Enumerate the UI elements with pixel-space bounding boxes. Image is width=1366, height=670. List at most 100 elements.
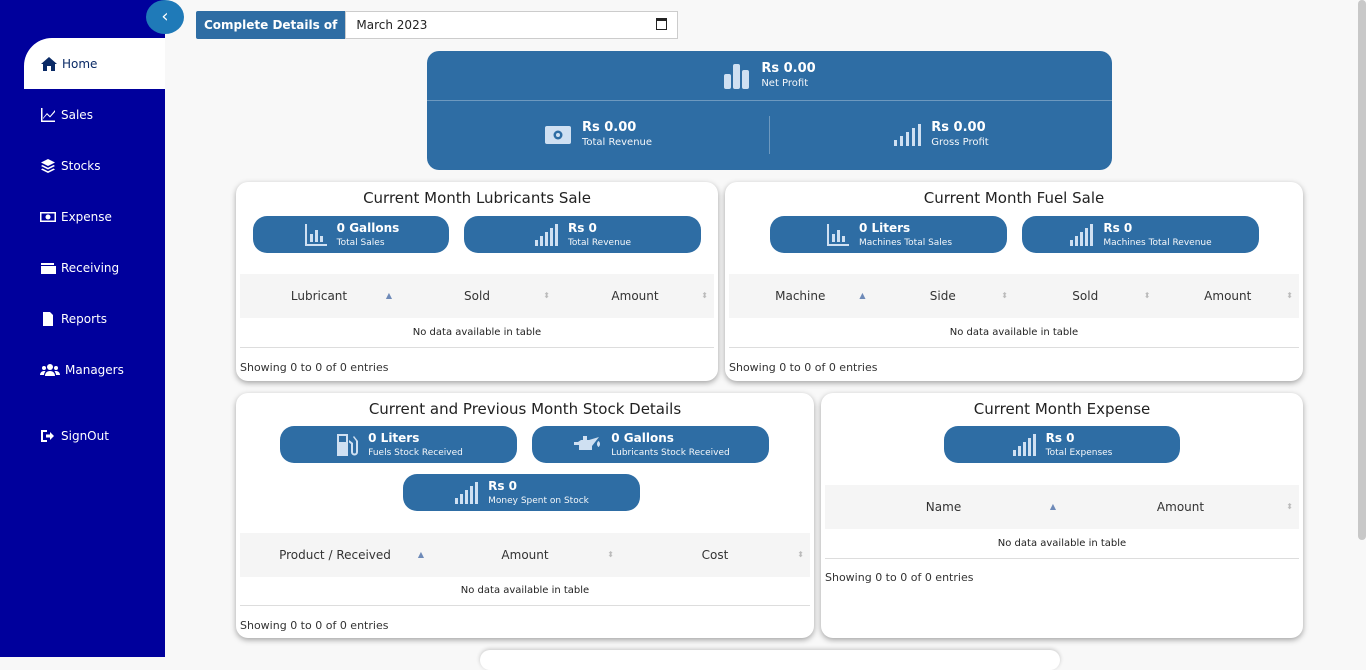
sidebar-item-stocks[interactable]: Stocks xyxy=(40,156,100,176)
stat-pill: Rs 0 Total Expenses xyxy=(944,426,1180,463)
column-label: Amount xyxy=(501,548,549,562)
sidebar-item-expense[interactable]: Expense xyxy=(40,207,112,227)
column-header-product[interactable]: Product / Received ▲ xyxy=(240,533,430,577)
column-label: Product / Received xyxy=(279,548,391,562)
sidebar-item-label: Receiving xyxy=(61,261,120,275)
month-filter: Complete Details of March 2023 xyxy=(196,11,679,39)
net-profit-label: Net Profit xyxy=(761,77,809,89)
sidebar-item-signout[interactable]: SignOut xyxy=(40,426,109,446)
column-label: Amount xyxy=(1204,289,1252,303)
column-label: Machine xyxy=(775,289,826,303)
sidebar-item-label: Sales xyxy=(61,108,93,122)
month-value: March 2023 xyxy=(356,18,428,32)
entries-info: Showing 0 to 0 of 0 entries xyxy=(729,361,878,374)
column-label: Amount xyxy=(611,289,659,303)
sidebar-item-reports[interactable]: Reports xyxy=(40,309,107,329)
stat-label: Total Expenses xyxy=(1045,447,1113,458)
chevron-left-icon: ‹ xyxy=(161,6,169,27)
sidebar-item-receiving[interactable]: Receiving xyxy=(40,258,119,278)
sidebar-item-sales[interactable]: Sales xyxy=(40,105,93,125)
sidebar-item-home[interactable]: Home xyxy=(24,38,165,89)
signal-bars-icon xyxy=(1012,433,1036,456)
card-title: Current Month Expense xyxy=(973,400,1151,418)
file-icon xyxy=(43,312,53,326)
stat-label: Lubricants Stock Received xyxy=(611,447,730,458)
lubricants-sale-card: Current Month Lubricants Sale 0 Gallons T… xyxy=(236,182,718,381)
month-input[interactable]: March 2023 xyxy=(345,11,679,39)
empty-table-message: No data available in table xyxy=(729,317,1299,348)
column-header-sold[interactable]: Sold ⬍ xyxy=(1014,274,1157,318)
sidebar-item-label: Home xyxy=(62,56,98,71)
column-header-amount[interactable]: Amount ⬍ xyxy=(1062,485,1299,529)
users-icon xyxy=(40,364,60,376)
sort-icon: ⬍ xyxy=(1001,291,1008,300)
sidebar-item-managers[interactable]: Managers xyxy=(40,360,124,380)
collapse-sidebar-button[interactable]: ‹ xyxy=(146,0,184,34)
next-card-peek xyxy=(480,650,1060,670)
sidebar-item-label: Expense xyxy=(61,210,112,224)
sort-asc-icon: ▲ xyxy=(417,550,424,559)
divider xyxy=(769,116,770,154)
total-revenue-value: Rs 0.00 xyxy=(581,120,637,135)
signal-bars-icon xyxy=(455,481,479,504)
profit-summary: Rs 0.00 Net Profit Rs 0.00 Total Revenue R… xyxy=(427,51,1112,170)
scrollbar[interactable] xyxy=(1358,0,1366,540)
stat-label: Machines Total Sales xyxy=(858,237,953,248)
empty-table-message: No data available in table xyxy=(240,575,810,606)
signal-bars-icon xyxy=(894,124,922,146)
stat-value: Rs 0 xyxy=(1103,220,1133,235)
sidebar-item-label: SignOut xyxy=(61,429,109,443)
column-label: Sold xyxy=(464,289,490,303)
filter-label: Complete Details of xyxy=(196,11,346,39)
money-bill-icon xyxy=(40,212,56,222)
entries-info: Showing 0 to 0 of 0 entries xyxy=(825,571,974,584)
column-header-machine[interactable]: Machine ▲ xyxy=(729,274,872,318)
empty-table-message: No data available in table xyxy=(825,528,1299,559)
stock-details-card: Current and Previous Month Stock Details… xyxy=(236,393,814,638)
expense-card: Current Month Expense Rs 0 Total Expenses… xyxy=(821,393,1303,638)
stat-pill: 0 Gallons Total Sales xyxy=(253,216,449,253)
column-header-side[interactable]: Side ⬍ xyxy=(872,274,1015,318)
column-header-name[interactable]: Name ▲ xyxy=(825,485,1062,529)
sign-out-icon xyxy=(41,430,54,442)
stat-pill: 0 Liters Machines Total Sales xyxy=(770,216,1007,253)
column-header-sold[interactable]: Sold ⬍ xyxy=(398,274,556,318)
stat-pill: Rs 0 Money Spent on Stock xyxy=(403,474,640,511)
signal-bars-icon xyxy=(534,223,558,246)
sidebar-item-label: Stocks xyxy=(61,159,101,173)
table-header: Product / Received ▲ Amount ⬍ Cost ⬍ xyxy=(240,533,810,577)
column-header-amount[interactable]: Amount ⬍ xyxy=(1157,274,1300,318)
signal-bars-icon xyxy=(1070,223,1094,246)
sidebar-item-label: Managers xyxy=(65,363,124,377)
wallet-icon xyxy=(41,263,56,274)
sidebar-item-label: Reports xyxy=(61,312,108,326)
fuel-sale-card: Current Month Fuel Sale 0 Liters Machines… xyxy=(725,182,1303,381)
column-header-lubricant[interactable]: Lubricant ▲ xyxy=(240,274,398,318)
oil-can-icon xyxy=(574,435,601,450)
chart-area-icon xyxy=(304,223,327,246)
stat-label: Money Spent on Stock xyxy=(488,495,589,506)
home-icon xyxy=(41,56,57,71)
card-title: Current and Previous Month Stock Details xyxy=(368,400,682,418)
column-header-cost[interactable]: Cost ⬍ xyxy=(620,533,810,577)
sort-icon: ⬍ xyxy=(1143,291,1151,300)
table-header: Machine ▲ Side ⬍ Sold ⬍ Amount ⬍ xyxy=(729,274,1299,318)
sort-asc-icon: ▲ xyxy=(385,291,392,300)
stat-value: 0 Gallons xyxy=(336,220,400,235)
stat-label: Machines Total Revenue xyxy=(1103,237,1212,248)
sort-asc-icon: ▲ xyxy=(859,291,866,300)
stat-value: 0 Gallons xyxy=(611,430,674,445)
column-header-amount[interactable]: Amount ⬍ xyxy=(430,533,620,577)
calendar-icon[interactable] xyxy=(656,18,668,30)
empty-table-message: No data available in table xyxy=(240,317,714,348)
stat-label: Fuels Stock Received xyxy=(368,447,463,458)
total-revenue-label: Total Revenue xyxy=(581,137,653,148)
sort-asc-icon: ▲ xyxy=(1049,502,1056,511)
stat-pill: Rs 0 Machines Total Revenue xyxy=(1022,216,1259,253)
bar-chart-icon xyxy=(724,63,750,89)
stat-pill: Rs 0 Total Revenue xyxy=(464,216,701,253)
entries-info: Showing 0 to 0 of 0 entries xyxy=(240,361,389,374)
sort-icon: ⬍ xyxy=(1286,502,1293,511)
stat-value: Rs 0 xyxy=(488,478,518,493)
column-header-amount[interactable]: Amount ⬍ xyxy=(556,274,714,318)
